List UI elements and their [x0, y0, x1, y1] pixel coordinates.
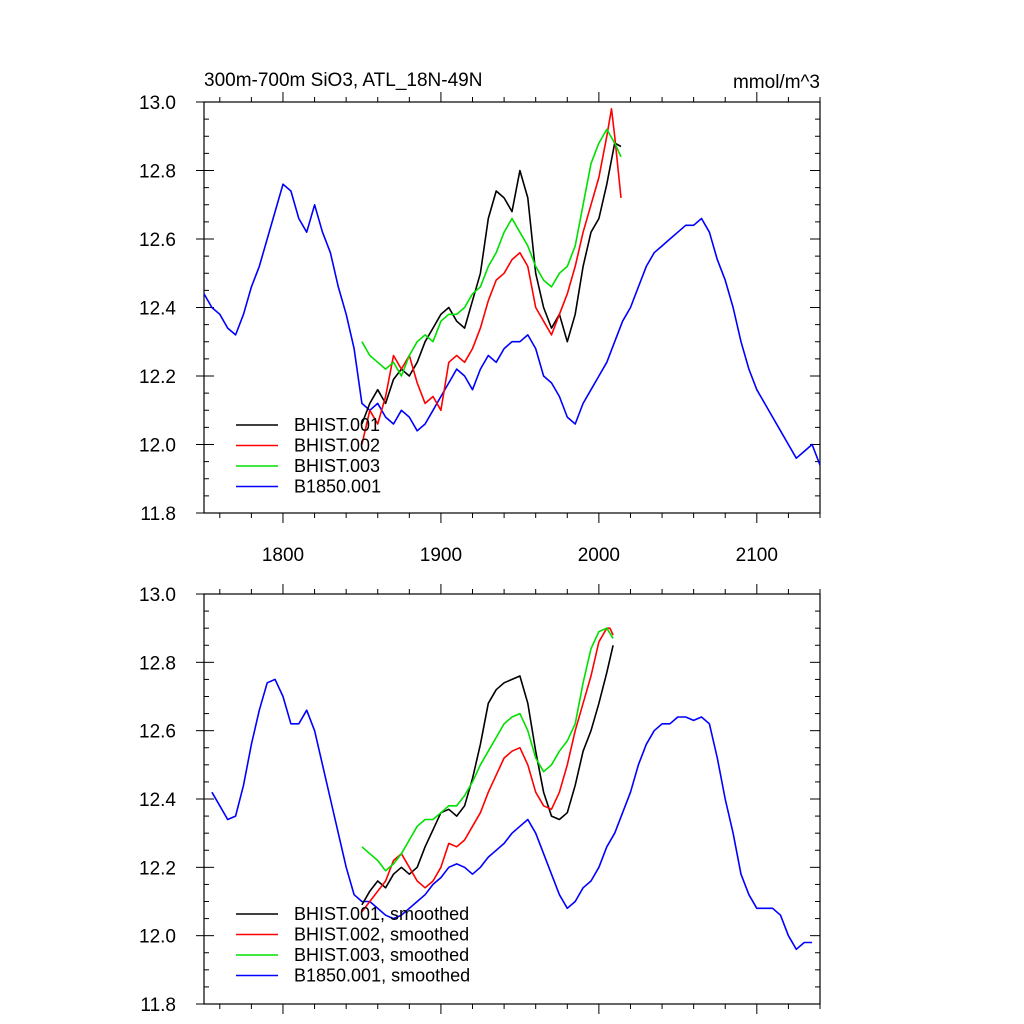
series-line-bhist-002 — [361, 108, 622, 445]
series-line-bhist-003-smoothed — [361, 627, 614, 872]
legend-label: BHIST.003, smoothed — [294, 945, 469, 965]
y-tick-label: 12.0 — [139, 927, 176, 948]
y-tick-label: 11.8 — [140, 504, 176, 525]
y-tick-label: 12.2 — [139, 858, 176, 879]
y-tick-label: 12.4 — [139, 299, 176, 320]
top-panel: 11.8 12.0 12.2 12.4 12.6 12.8 13.0 1800 1900 2000… — [139, 92, 821, 566]
y-tick-label: 11.8 — [140, 995, 176, 1016]
legend-label: B1850.001 — [294, 477, 381, 497]
series-line-bhist-001-smoothed — [361, 645, 614, 906]
chart-title: 300m-700m SiO3, ATL_18N-49N — [204, 70, 482, 91]
x-tick-label: 1800 — [262, 545, 304, 566]
legend-label: BHIST.001, smoothed — [294, 904, 469, 924]
series-line-b1850-001-smoothed — [211, 678, 813, 951]
series-line-b1850-001 — [204, 183, 820, 466]
y-tick-label: 12.6 — [139, 230, 176, 251]
x-tick-label: 2100 — [736, 545, 778, 566]
units-label: mmol/m^3 — [733, 72, 820, 93]
legend-label: BHIST.003 — [294, 456, 380, 476]
y-tick-label: 12.8 — [139, 162, 176, 183]
bottom-panel: 11.8 12.0 12.2 12.4 12.6 12.8 13.0 BHIST.001, s… — [139, 584, 821, 1016]
y-tick-label: 13.0 — [139, 93, 176, 114]
y-tick-label: 12.8 — [139, 653, 176, 674]
x-tick-label: 1900 — [420, 545, 462, 566]
y-tick-label: 13.0 — [139, 585, 176, 606]
y-tick-label: 12.0 — [139, 436, 176, 457]
legend-label: BHIST.002 — [294, 436, 380, 456]
y-tick-label: 12.6 — [139, 722, 176, 743]
series-line-bhist-002-smoothed — [361, 627, 614, 913]
legend-label: BHIST.002, smoothed — [294, 925, 469, 945]
x-tick-label: 2000 — [578, 545, 620, 566]
y-tick-label: 12.2 — [139, 367, 176, 388]
legend-label: BHIST.001 — [294, 415, 380, 435]
y-tick-label: 12.4 — [139, 790, 176, 811]
legend-label: B1850.001, smoothed — [294, 966, 470, 986]
series-line-bhist-001 — [361, 142, 622, 425]
series-line-bhist-003 — [361, 128, 622, 377]
